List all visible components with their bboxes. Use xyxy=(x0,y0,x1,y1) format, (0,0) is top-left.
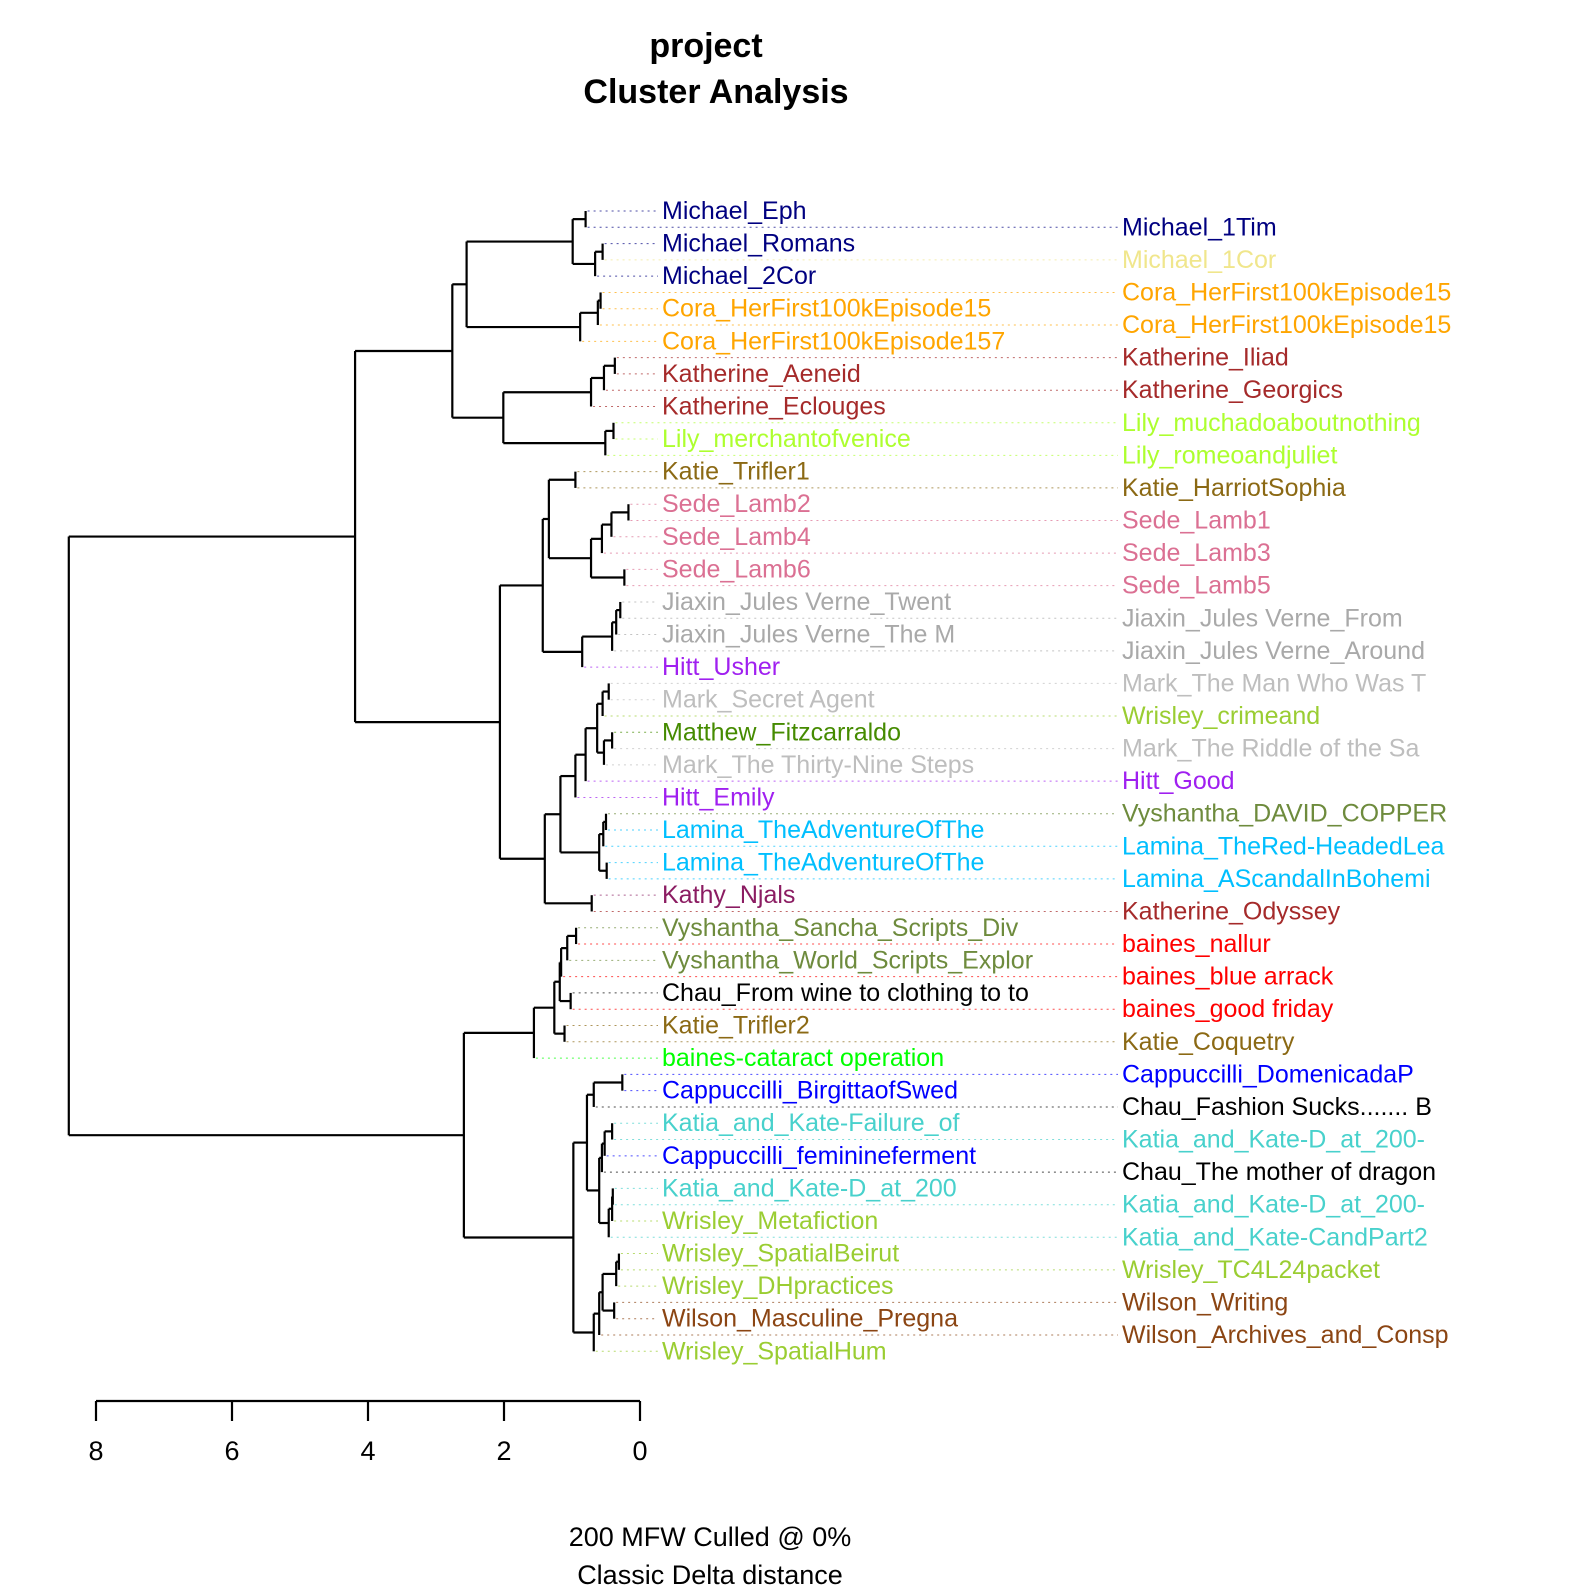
leaf-label: Vyshantha_Sancha_Scripts_Div xyxy=(662,914,1019,942)
leaf-label: Lily_muchadoaboutnothing xyxy=(1122,409,1421,437)
leaf-label: Mark_The Man Who Was T xyxy=(1122,669,1426,697)
leaf-label: Michael_Eph xyxy=(662,197,807,225)
leaf-label: Chau_The mother of dragon xyxy=(1122,1158,1436,1186)
leaf-label: Mark_Secret Agent xyxy=(662,686,875,714)
leaf-label: baines-cataract operation xyxy=(662,1044,944,1072)
leaf-label: Jiaxin_Jules Verne_From xyxy=(1122,604,1403,632)
leaf-label: Michael_1Tim xyxy=(1122,213,1277,241)
leaf-label: Vyshantha_DAVID_COPPER xyxy=(1122,800,1447,828)
axis-tick-label: 8 xyxy=(88,1436,103,1466)
leaf-label: Lily_merchantofvenice xyxy=(662,425,911,453)
leaf-label: Matthew_Fitzcarraldo xyxy=(662,718,901,746)
leaf-label: baines_nallur xyxy=(1122,930,1271,958)
leaf-label: Michael_Romans xyxy=(662,230,855,258)
leaf-label: Hitt_Good xyxy=(1122,767,1235,795)
leaf-label: Hitt_Emily xyxy=(662,783,775,811)
leaf-label: Michael_2Cor xyxy=(662,262,816,290)
leaf-labels: Michael_Eph Michael_1Tim Michael_Romans Mic… xyxy=(662,197,1451,1365)
leaf-label: Wilson_Writing xyxy=(1122,1288,1288,1316)
leaf-label: Mark_The Thirty-Nine Steps xyxy=(662,751,974,779)
leaf-label: Sede_Lamb3 xyxy=(1122,539,1271,567)
x-axis: 8 6 4 2 0 xyxy=(88,1399,648,1466)
leaf-label: Katia_and_Kate-Failure_of xyxy=(662,1109,959,1137)
leaf-label: Lily_romeoandjuliet xyxy=(1122,441,1337,469)
chart-title: project xyxy=(649,27,762,65)
leaf-label: Katie_Trifler1 xyxy=(662,458,810,486)
axis-tick-label: 2 xyxy=(496,1436,511,1466)
leaf-label: Katherine_Aeneid xyxy=(662,360,861,388)
leaf-label: Katherine_Iliad xyxy=(1122,344,1289,372)
leaf-label: Chau_From wine to clothing to to xyxy=(662,979,1029,1007)
leaf-label: Sede_Lamb6 xyxy=(662,555,811,583)
leaf-label: Vyshantha_World_Scripts_Explor xyxy=(662,946,1033,974)
leaf-leader-lines xyxy=(535,210,1118,1352)
leaf-label: Cappuccilli_feminineferment xyxy=(662,1142,976,1170)
leaf-label: Wrisley_crimeand xyxy=(1122,702,1320,730)
leaf-label: Hitt_Usher xyxy=(662,653,780,681)
leaf-label: Lamina_TheAdventureOfThe xyxy=(662,849,984,877)
leaf-label: Michael_1Cor xyxy=(1122,246,1276,274)
leaf-label: Chau_Fashion Sucks....... B xyxy=(1122,1093,1432,1121)
leaf-label: Cappuccilli_BirgittaofSwed xyxy=(662,1077,958,1105)
leaf-label: Katherine_Odyssey xyxy=(1122,897,1341,925)
leaf-label: Lamina_TheAdventureOfThe xyxy=(662,816,984,844)
leaf-label: Cora_HerFirst100kEpisode15 xyxy=(662,295,991,323)
leaf-label: Katia_and_Kate-D_at_200- xyxy=(1122,1126,1425,1154)
leaf-label: Katie_HarriotSophia xyxy=(1122,474,1346,502)
leaf-label: Sede_Lamb5 xyxy=(1122,572,1271,600)
chart-subtitle: Cluster Analysis xyxy=(583,73,848,111)
leaf-label: Wrisley_SpatialHum xyxy=(662,1337,887,1365)
leaf-label: Katie_Trifler2 xyxy=(662,1012,810,1040)
leaf-label: baines_blue arrack xyxy=(1122,963,1334,991)
leaf-label: Sede_Lamb4 xyxy=(662,523,811,551)
leaf-label: Katia_and_Kate-CandPart2 xyxy=(1122,1223,1428,1251)
leaf-label: Katherine_Georgics xyxy=(1122,376,1343,404)
axis-tick-label: 6 xyxy=(224,1436,239,1466)
leaf-label: Wilson_Archives_and_Consp xyxy=(1122,1321,1449,1349)
leaf-label: Wrisley_SpatialBeirut xyxy=(662,1240,899,1268)
leaf-label: Katia_and_Kate-D_at_200- xyxy=(1122,1191,1425,1219)
leaf-label: Mark_The Riddle of the Sa xyxy=(1122,735,1419,763)
leaf-label: Jiaxin_Jules Verne_Around xyxy=(1122,637,1425,665)
leaf-label: baines_good friday xyxy=(1122,995,1334,1023)
leaf-label: Cora_HerFirst100kEpisode15 xyxy=(1122,311,1451,339)
dendrogram-branches xyxy=(67,211,630,1352)
leaf-label: Cora_HerFirst100kEpisode157 xyxy=(662,327,1005,355)
leaf-label: Katherine_Eclouges xyxy=(662,392,886,420)
leaf-label: Wrisley_Metafiction xyxy=(662,1207,878,1235)
leaf-label: Katie_Coquetry xyxy=(1122,1028,1295,1056)
leaf-label: Lamina_TheRed-HeadedLea xyxy=(1122,832,1445,860)
x-axis-label-mfw: 200 MFW Culled @ 0% xyxy=(569,1522,852,1552)
x-axis-label-distance: Classic Delta distance xyxy=(577,1560,843,1590)
leaf-label: Cappuccilli_DomenicadaP xyxy=(1122,1060,1414,1088)
leaf-label: Kathy_Njals xyxy=(662,881,795,909)
axis-tick-label: 0 xyxy=(632,1436,647,1466)
axis-tick-label: 4 xyxy=(360,1436,375,1466)
leaf-label: Cora_HerFirst100kEpisode15 xyxy=(1122,278,1451,306)
leaf-label: Sede_Lamb2 xyxy=(662,490,811,518)
leaf-label: Lamina_AScandalInBohemi xyxy=(1122,865,1431,893)
leaf-label: Jiaxin_Jules Verne_The M xyxy=(662,621,955,649)
leaf-label: Wilson_Masculine_Pregna xyxy=(662,1305,958,1333)
leaf-label: Wrisley_TC4L24packet xyxy=(1122,1256,1380,1284)
leaf-label: Jiaxin_Jules Verne_Twent xyxy=(662,588,951,616)
leaf-label: Sede_Lamb1 xyxy=(1122,507,1271,535)
leaf-label: Katia_and_Kate-D_at_200 xyxy=(662,1174,957,1202)
leaf-label: Wrisley_DHpractices xyxy=(662,1272,894,1300)
